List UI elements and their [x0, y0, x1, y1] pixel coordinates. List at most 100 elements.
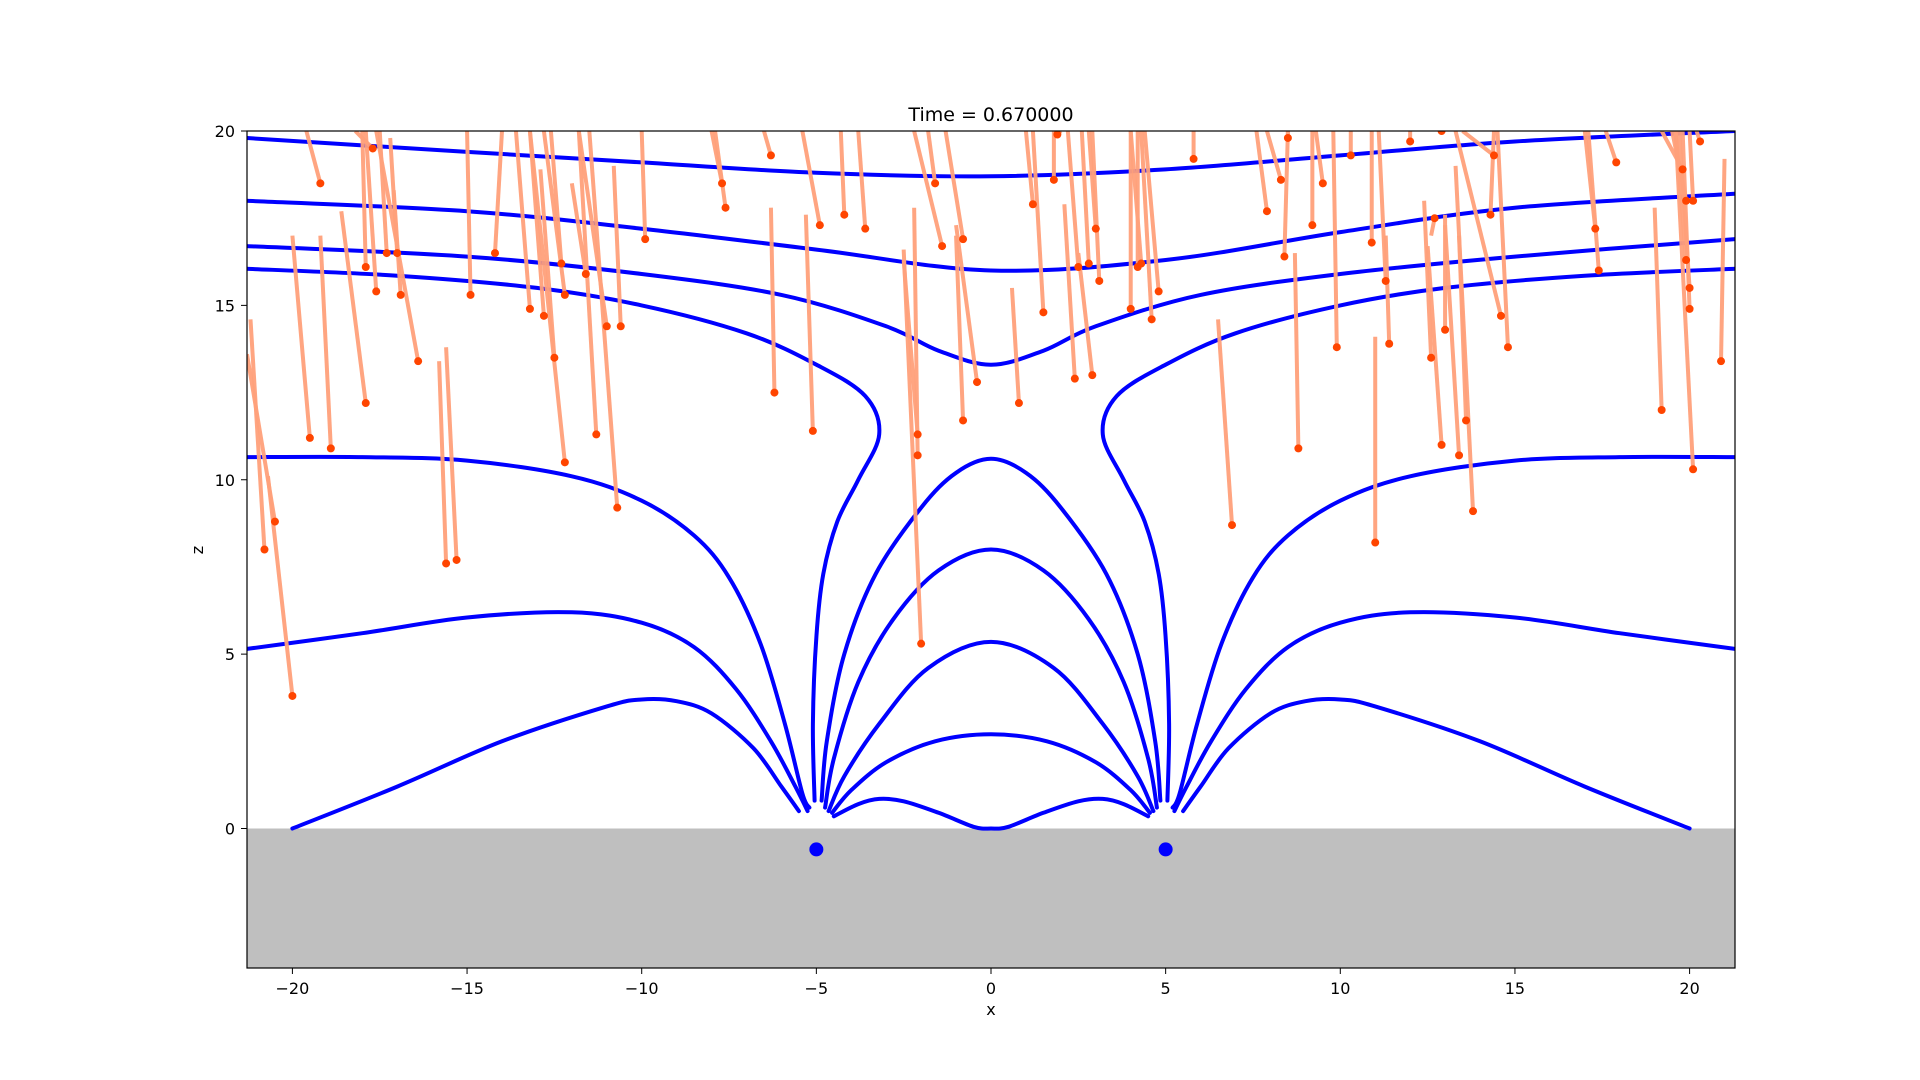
particle-33: [766, 151, 775, 160]
particle-trail-64: [1216, 319, 1235, 526]
particle-trail-94: [1652, 207, 1664, 411]
particle-trail-88: [1488, 131, 1496, 215]
x-tick-label-8: 15: [1505, 979, 1525, 998]
particle-68: [1283, 133, 1292, 142]
particle-trail-45: [943, 131, 966, 240]
particle-70: [1308, 221, 1317, 230]
particle-trail-6: [318, 235, 333, 449]
particle-trail-90: [1495, 131, 1510, 348]
particle-trail-49: [1030, 131, 1046, 313]
particle-35: [808, 426, 817, 435]
particle-trail-36: [800, 131, 822, 226]
particle-trail-99: [1680, 131, 1692, 309]
ground-region: [247, 828, 1735, 968]
particle-trail-35: [803, 214, 815, 431]
particle-trail-19: [513, 131, 532, 310]
particle-85: [1462, 416, 1471, 425]
field-line-8: [247, 610, 810, 814]
particle-62: [1154, 287, 1163, 296]
y-tick-label-1: 0: [225, 820, 235, 839]
particle-101: [1689, 196, 1698, 205]
particle-trail-23: [541, 131, 567, 296]
field-line-2: [247, 191, 1735, 273]
y-axis-label: z: [188, 546, 207, 554]
particle-trail-28: [587, 131, 620, 508]
particle-67: [1280, 252, 1289, 261]
particle-3: [288, 691, 297, 700]
particle-trail-14: [374, 131, 421, 362]
particle-22: [557, 259, 566, 268]
particle-trail-37: [838, 131, 847, 215]
field-line-13: [823, 547, 1159, 810]
particle-91: [1591, 224, 1600, 233]
particle-99: [1685, 304, 1694, 313]
particle-32: [718, 179, 727, 188]
particle-6: [326, 444, 335, 453]
particle-trail-65: [1254, 131, 1269, 212]
particle-57: [1095, 276, 1104, 285]
particle-trail-16: [444, 347, 459, 561]
particle-61: [1147, 315, 1156, 324]
field-line-9: [1172, 610, 1735, 814]
particle-64: [1228, 521, 1237, 530]
field-line-7: [1170, 454, 1735, 810]
particle-79: [1427, 353, 1436, 362]
particle-69: [1294, 444, 1303, 453]
particle-31: [721, 203, 730, 212]
particle-trail-26: [576, 131, 599, 435]
particle-89: [1496, 311, 1505, 320]
field-line-10: [290, 697, 801, 831]
particle-trail-4: [290, 235, 312, 439]
field-line-1: [247, 131, 1735, 179]
particle-trail-46: [954, 224, 980, 383]
particle-44: [959, 416, 968, 425]
particle-trail-77: [1383, 235, 1392, 344]
particle-82: [1437, 440, 1446, 449]
particle-trail-8: [360, 131, 368, 268]
x-tick-label-1: −20: [276, 979, 310, 998]
particle-96: [1682, 196, 1691, 205]
particle-84: [1455, 451, 1464, 460]
particle-19: [525, 304, 534, 313]
field-line-5: [1100, 266, 1735, 803]
y-tick-label-4: 15: [215, 296, 235, 315]
particle-80: [1430, 214, 1439, 223]
particle-87: [1489, 151, 1498, 160]
particle-37: [840, 210, 849, 219]
particle-trail-18: [493, 131, 504, 254]
particle-trail-34: [768, 207, 777, 393]
particle-trail-1: [248, 319, 267, 550]
particle-trail-53: [1065, 131, 1081, 268]
particle-14: [414, 357, 423, 366]
particle-75: [1371, 538, 1380, 547]
particle-72: [1332, 343, 1341, 352]
particle-56: [1091, 224, 1100, 233]
particle-58: [1126, 304, 1135, 313]
particle-trail-44: [954, 235, 966, 421]
particle-102: [1696, 137, 1705, 146]
x-axis-label: x: [986, 1000, 995, 1019]
particle-86: [1469, 507, 1478, 516]
particle-trail-7: [339, 210, 368, 404]
particle-92: [1594, 266, 1603, 275]
particle-47: [1014, 399, 1023, 408]
particle-51: [1053, 131, 1062, 139]
particle-1: [260, 545, 269, 554]
particle-43: [938, 242, 947, 251]
particle-90: [1503, 343, 1512, 352]
particle-trail-33: [762, 131, 773, 156]
particle-trail-43: [912, 131, 945, 247]
particle-trail-71: [1313, 131, 1325, 184]
particle-trail-29: [611, 165, 623, 327]
particle-23: [560, 290, 569, 299]
particle-41: [917, 639, 926, 648]
particle-trail-24: [527, 131, 567, 463]
particle-trail-101: [1687, 131, 1696, 201]
field-line-15: [830, 732, 1152, 815]
source-point-1: [809, 842, 824, 857]
particle-95: [1678, 165, 1687, 174]
y-tick-label-5: 20: [215, 122, 235, 141]
particle-34: [770, 388, 779, 397]
particle-trail-10: [363, 131, 379, 292]
